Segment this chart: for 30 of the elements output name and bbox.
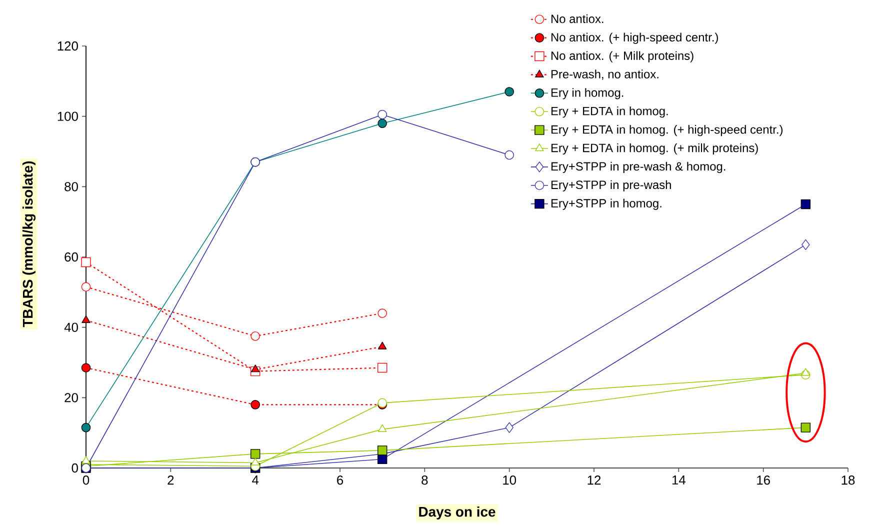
legend-label: No antiox. bbox=[551, 14, 604, 24]
y-tick-label: 20 bbox=[64, 393, 78, 402]
x-tick-label: 0 bbox=[82, 476, 90, 485]
x-tick-label: 18 bbox=[842, 476, 855, 485]
legend-label: No antiox. (+ Milk proteins) bbox=[551, 51, 694, 62]
legend-label: Ery + EDTA in homog. bbox=[551, 106, 668, 118]
x-tick-label: 16 bbox=[757, 476, 770, 485]
y-tick-label: 120 bbox=[58, 41, 78, 51]
legend-label: Ery in homog. bbox=[551, 88, 624, 100]
y-tick-label: 40 bbox=[64, 322, 78, 332]
legend-label: No antiox. (+ high-speed centr.) bbox=[551, 32, 718, 44]
y-tick-label: 80 bbox=[64, 182, 78, 192]
x-tick-label: 2 bbox=[168, 476, 174, 485]
y-tick-label: 100 bbox=[58, 112, 78, 121]
legend-label: Ery+STPP in homog. bbox=[551, 198, 662, 210]
y-axis-title: TBARS (mmol/kg isolate) bbox=[22, 161, 36, 328]
legend-label: Ery+STPP in pre-wash bbox=[551, 180, 671, 192]
x-tick-label: 10 bbox=[503, 476, 516, 485]
x-tick-label: 12 bbox=[588, 476, 601, 485]
y-tick-label: 60 bbox=[64, 252, 78, 262]
legend-label: Ery+STPP in pre-wash & homog. bbox=[551, 162, 726, 173]
x-tick-label: 4 bbox=[252, 476, 259, 484]
x-tick-label: 8 bbox=[422, 476, 428, 485]
x-axis-title: Days on ice bbox=[419, 506, 496, 520]
x-tick-label: 14 bbox=[672, 476, 686, 484]
x-tick-label: 6 bbox=[337, 476, 344, 485]
y-tick-label: 0 bbox=[72, 463, 78, 473]
legend-label: Ery + EDTA in homog. (+ high-speed centr.) bbox=[551, 124, 783, 136]
legend-label: Ery + EDTA in homog. (+ milk proteins) bbox=[551, 143, 758, 155]
legend-label: Pre-wash, no antiox. bbox=[551, 70, 658, 80]
